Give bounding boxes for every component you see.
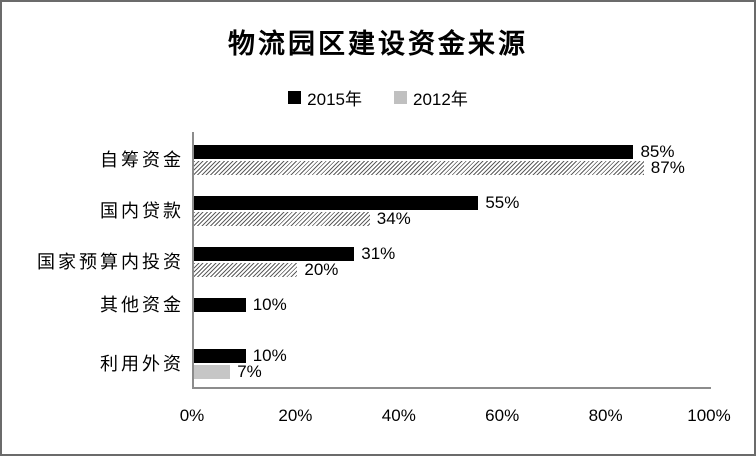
chart-title: 物流园区建设资金来源: [228, 29, 528, 59]
bar-2015-0: [194, 145, 634, 159]
x-tick-5: 100%: [687, 406, 731, 425]
legend: 2015年 2012年: [2, 85, 754, 110]
x-tick-2: 40%: [381, 406, 416, 425]
x-tick-4: 80%: [588, 406, 623, 425]
legend-swatch-2015-icon: [288, 91, 302, 104]
bar-2015-4: [194, 349, 246, 363]
category-label-3: 其他资金: [100, 295, 184, 315]
legend-swatch-2012-icon: [394, 91, 407, 104]
legend-item-2012: 2012年: [394, 85, 468, 110]
legend-item-2015: 2015年: [288, 85, 362, 110]
legend-label-2012: 2012年: [413, 90, 468, 109]
value-label-2015-4: 10%: [252, 346, 287, 365]
bar-2012-4: [194, 365, 231, 379]
value-label-2012-1: 34%: [376, 209, 411, 228]
x-tick-3: 60%: [485, 406, 520, 425]
x-tick-1: 20%: [278, 406, 313, 425]
bar-2015-1: [194, 196, 479, 210]
value-label-2015-2: 31%: [361, 244, 396, 263]
bar-2012-1: [194, 212, 370, 226]
value-label-2012-4: 7%: [237, 362, 262, 381]
plot-area: [192, 132, 711, 389]
value-label-2012-0: 87%: [650, 158, 685, 177]
category-label-4: 利用外资: [100, 354, 184, 374]
bar-2012-2: [194, 263, 298, 277]
value-label-2015-3: 10%: [252, 295, 287, 314]
category-label-1: 国内贷款: [100, 201, 184, 221]
value-label-2015-0: 85%: [640, 142, 675, 161]
category-label-0: 自筹资金: [100, 150, 184, 170]
legend-label-2015: 2015年: [307, 90, 362, 109]
bar-2015-3: [194, 298, 246, 312]
x-tick-0: 0%: [179, 406, 205, 425]
value-label-2012-2: 20%: [304, 260, 339, 279]
value-label-2015-1: 55%: [485, 193, 520, 212]
bar-2015-2: [194, 247, 355, 261]
category-label-2: 国家预算内投资: [37, 252, 184, 272]
bar-2012-0: [194, 161, 644, 175]
